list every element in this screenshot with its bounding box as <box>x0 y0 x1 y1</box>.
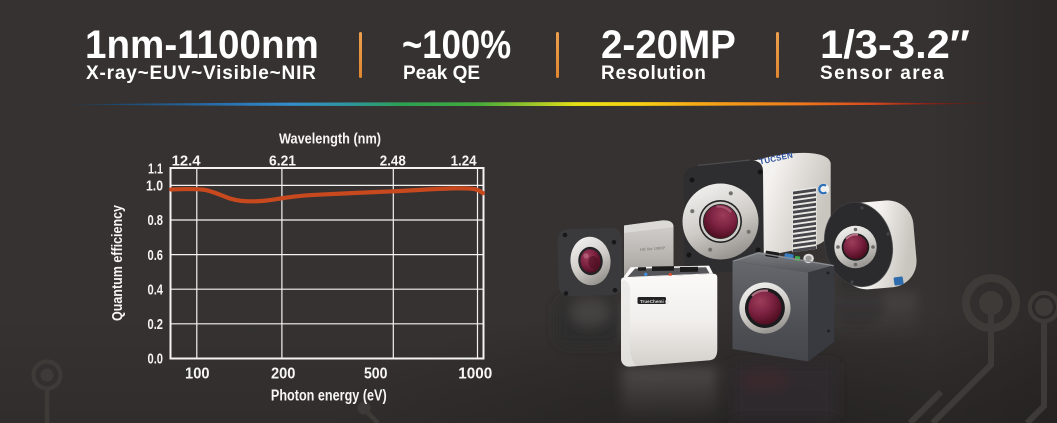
svg-text:Photon energy (eV): Photon energy (eV) <box>271 387 387 404</box>
svg-text:TrueChemi Q: TrueChemi Q <box>640 299 669 304</box>
svg-text:0.4: 0.4 <box>148 282 164 298</box>
svg-text:0.6: 0.6 <box>148 248 164 264</box>
svg-text:HD lite 1080P: HD lite 1080P <box>640 245 666 252</box>
svg-text:500: 500 <box>364 366 388 383</box>
svg-text:Wavelength (nm): Wavelength (nm) <box>279 131 381 148</box>
svg-text:0.2: 0.2 <box>148 317 164 333</box>
svg-text:0.8: 0.8 <box>148 213 164 229</box>
svg-text:200: 200 <box>271 366 296 383</box>
svg-text:100: 100 <box>185 366 210 383</box>
svg-text:Quantum efficiency: Quantum efficiency <box>109 204 126 321</box>
svg-text:0.0: 0.0 <box>148 352 164 368</box>
svg-text:1.24: 1.24 <box>451 153 478 170</box>
svg-text:12.4: 12.4 <box>172 153 202 170</box>
svg-text:1000: 1000 <box>458 366 492 383</box>
svg-text:1.1: 1.1 <box>148 161 163 177</box>
svg-text:2.48: 2.48 <box>380 153 406 170</box>
svg-text:1.0: 1.0 <box>146 179 163 195</box>
svg-text:6.21: 6.21 <box>269 153 296 170</box>
